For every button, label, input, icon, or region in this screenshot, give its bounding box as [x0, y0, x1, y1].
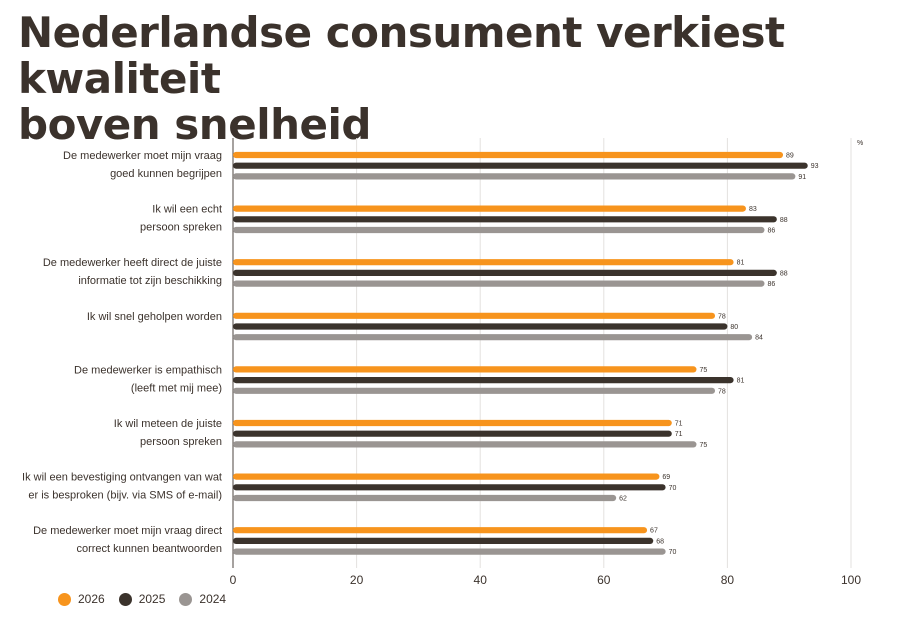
category-label-line: informatie tot zijn beschikking	[78, 275, 222, 287]
bar-2026	[233, 366, 697, 373]
x-tick-label: 20	[350, 573, 364, 587]
bar-2025	[233, 162, 808, 169]
x-tick-label: 80	[721, 573, 735, 587]
legend-label: 2024	[199, 592, 227, 606]
data-label: 70	[669, 549, 677, 556]
category-label-line: (leeft met mij mee)	[131, 382, 222, 394]
category-label-line: De medewerker moet mijn vraag	[63, 150, 222, 162]
legend-item-2026: 2026	[58, 592, 105, 606]
data-label: 88	[780, 270, 788, 277]
data-label: 71	[675, 421, 683, 428]
x-tick-label: 40	[474, 573, 488, 587]
category-label-line: De medewerker heeft direct de juiste	[43, 257, 222, 269]
category-label-line: Ik wil snel geholpen worden	[87, 311, 222, 323]
category-label-line: De medewerker is empathisch	[74, 364, 222, 376]
data-label: 71	[675, 431, 683, 438]
data-label: 62	[619, 496, 627, 503]
data-label: 86	[767, 281, 775, 288]
data-label: 84	[755, 335, 763, 342]
data-label: 70	[669, 485, 677, 492]
category-label: De medewerker moet mijn vraag goed kunnen…	[63, 150, 222, 180]
category-label: De medewerker moet mijn vraag direct corr…	[33, 525, 222, 555]
title-line-1: Nederlandse consument verkiest kwaliteit	[18, 8, 785, 103]
bar-2026	[233, 419, 672, 427]
bar-2024	[233, 494, 617, 502]
category-label-line: Ik wil een echt	[152, 204, 222, 216]
category-label-line: er is besproken (bijv. via SMS of e-mail…	[28, 490, 222, 502]
bar-2024	[233, 334, 753, 341]
data-label: 68	[656, 538, 664, 545]
legend-item-2025: 2025	[118, 592, 166, 606]
bar-2026	[233, 473, 660, 480]
category-labels: De medewerker moet mijn vraag goed kunnen…	[22, 150, 222, 555]
legend: 2026 2025 2024	[58, 592, 226, 606]
bar-2025	[233, 377, 734, 384]
gridlines	[232, 138, 852, 568]
data-label: 78	[718, 388, 726, 395]
legend-swatch	[58, 592, 71, 606]
data-label: 69	[662, 474, 670, 481]
title-line-2: boven snelheid	[18, 100, 371, 149]
bar-2026	[233, 259, 734, 266]
data-label: 91	[798, 174, 806, 181]
data-label: 75	[700, 367, 708, 374]
bar-2025	[233, 430, 672, 437]
bar-2025	[233, 537, 654, 544]
data-label: 93	[811, 163, 819, 170]
data-label: 80	[730, 324, 738, 331]
category-label-line: goed kunnen begrijpen	[110, 168, 222, 180]
category-label-line: Ik wil meteen de juiste	[114, 418, 222, 430]
bar-2024	[233, 173, 796, 180]
data-label: 83	[749, 206, 757, 213]
bar-2026	[233, 312, 716, 319]
data-label: 75	[700, 442, 708, 449]
bar-2025	[233, 323, 728, 330]
data-label: 67	[650, 528, 658, 535]
category-label: Ik wil een bevestiging ontvangen van wat…	[22, 472, 222, 502]
x-tick-label: 0	[230, 573, 237, 587]
bar-2025	[233, 216, 777, 223]
bar-2026	[233, 527, 648, 534]
legend-item-2024: 2024	[179, 592, 226, 606]
legend-swatch	[179, 592, 193, 606]
bar-2024	[233, 548, 666, 555]
data-label: 81	[737, 378, 745, 385]
bar-2024	[233, 226, 765, 234]
bar-2026	[233, 151, 784, 159]
bar-2025	[233, 484, 666, 491]
bar-2025	[233, 269, 777, 276]
bar-2024	[233, 441, 697, 448]
bar-2024	[233, 387, 716, 394]
unit-label: %	[857, 140, 863, 147]
category-label-line: persoon spreken	[140, 222, 222, 234]
page-title: Nederlandse consument verkiest kwaliteit…	[18, 10, 888, 148]
x-tick-label: 60	[597, 573, 611, 587]
x-tick-label: 100	[841, 573, 861, 587]
bar-2026	[233, 205, 746, 212]
category-label-line: Ik wil een bevestiging ontvangen van wat	[22, 472, 222, 484]
bar-series: 89 93 91 83 88 86 81 88 86 78 80 84 75 81 78 71 71 75 69 70…	[233, 151, 819, 556]
bar-2024	[233, 280, 765, 287]
category-label: Ik wil snel geholpen worden	[87, 311, 222, 323]
data-label: 86	[767, 228, 775, 235]
category-label-line: De medewerker moet mijn vraag direct	[33, 525, 222, 537]
category-label-line: correct kunnen beantwoorden	[76, 543, 222, 555]
category-label: Ik wil een echt persoon spreken	[140, 204, 222, 234]
data-label: 89	[786, 153, 794, 160]
category-label-line: persoon spreken	[140, 436, 222, 448]
legend-label: 2025	[138, 592, 166, 606]
data-label: 81	[737, 260, 745, 267]
x-axis-ticks: 0 20 40 60 80 100	[230, 573, 862, 587]
data-label: 88	[780, 217, 788, 224]
category-label: De medewerker is empathisch (leeft met mi…	[74, 364, 222, 394]
legend-label: 2026	[78, 592, 105, 606]
legend-swatch	[118, 592, 132, 606]
data-label: 78	[718, 313, 726, 320]
category-label: Ik wil meteen de juiste persoon spreken	[114, 418, 222, 448]
category-label: De medewerker heeft direct de juiste info…	[43, 257, 222, 287]
